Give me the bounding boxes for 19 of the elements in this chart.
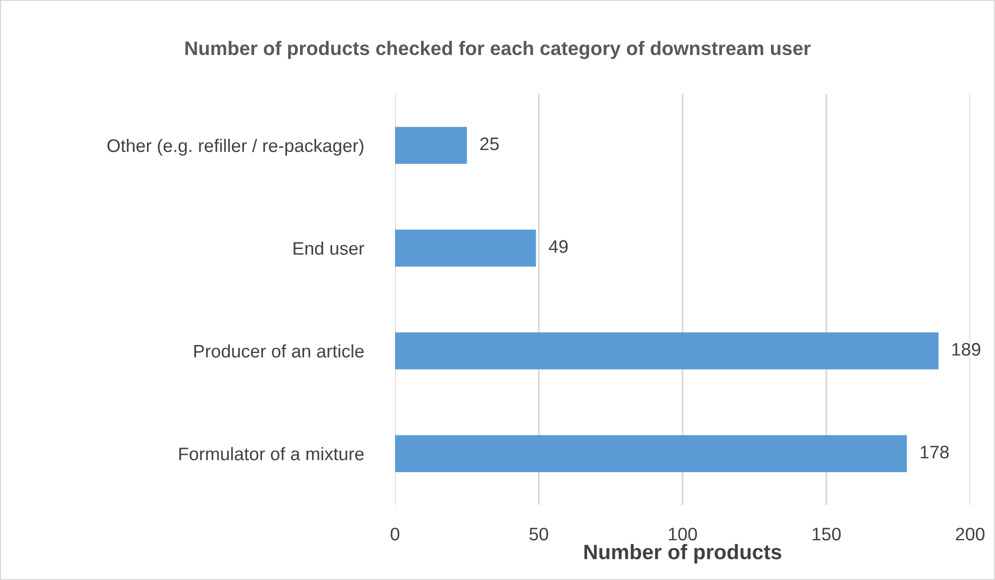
data-label: 189 (952, 342, 980, 356)
x-tick-label: 200 (956, 528, 984, 540)
bar (395, 435, 907, 472)
y-tick-label: Formulator of a mixture (179, 447, 364, 460)
bar (395, 230, 536, 267)
y-tick-label: Other (e.g. refiller / re-packager) (107, 138, 364, 156)
y-tick-label: Producer of an article (194, 344, 364, 358)
chart-title: Number of products checked for each category of downstream user (185, 40, 811, 60)
x-tick-label: 50 (529, 528, 548, 540)
x-axis-title: Number of products (584, 544, 782, 564)
y-tick-label: End user (294, 242, 364, 255)
x-tick-label: 100 (668, 528, 697, 540)
data-label: 178 (920, 446, 949, 458)
data-label: 49 (548, 240, 568, 253)
x-tick-label: 0 (390, 528, 400, 540)
bar (395, 126, 467, 164)
x-tick-label: 150 (812, 528, 841, 540)
data-label: 25 (480, 137, 499, 150)
bar (395, 332, 938, 370)
